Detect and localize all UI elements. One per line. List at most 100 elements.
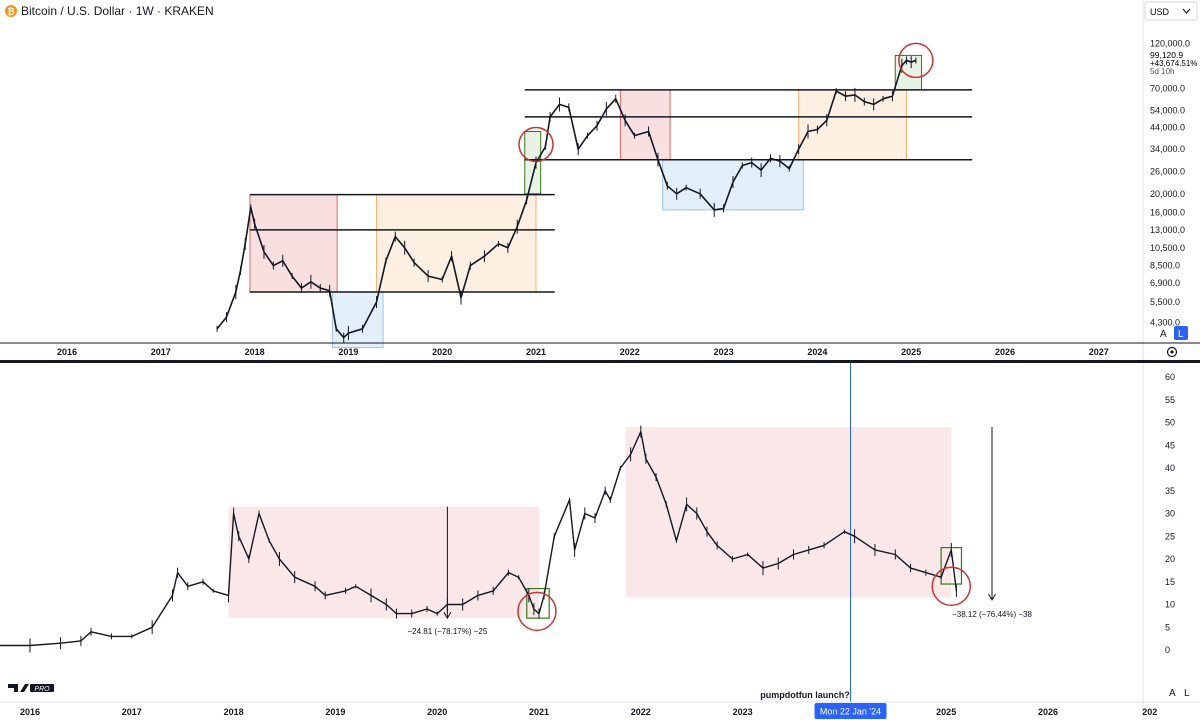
ratio-tick-label: 30	[1165, 509, 1175, 519]
price-line	[216, 59, 917, 339]
year-tick-label: 2020	[432, 347, 452, 357]
price-tick-label: 16,000.0	[1150, 207, 1185, 217]
year-tick-label: 2022	[620, 347, 640, 357]
year-tick-label-bottom: 2025	[936, 707, 956, 717]
year-tick-label-bottom: 2022	[631, 707, 651, 717]
year-tick-label: 2026	[995, 347, 1015, 357]
currency-label: USD	[1150, 7, 1170, 17]
svg-text:A: A	[1160, 329, 1167, 340]
price-tick-label: 5,500.0	[1150, 297, 1180, 307]
zone-orange-6[interactable]	[798, 89, 908, 161]
bitcoin-icon-glyph: ₿	[7, 7, 14, 17]
ratio-tick-label: 5	[1165, 622, 1170, 632]
zone-red-0[interactable]	[249, 194, 338, 293]
price-tick-label: 13,000.0	[1150, 225, 1185, 235]
year-tick-label: 2024	[807, 347, 827, 357]
year-tick-label-bottom: 2017	[122, 707, 142, 717]
price-readout: 99,120.9 +43,674.51% 5d 10h	[1150, 50, 1197, 76]
price-tick-label: 6,900.0	[1150, 278, 1180, 288]
ratio-zone-red-1[interactable]	[625, 427, 952, 598]
ratio-zone-red-0[interactable]	[228, 506, 539, 619]
price-tick-label: 120,000.0	[1150, 38, 1190, 48]
auto-scale-button-lower[interactable]: A	[1169, 688, 1176, 699]
ratio-tick-label: 20	[1165, 554, 1175, 564]
year-tick-label: 2027	[1089, 347, 1109, 357]
highlight-circle-top-1[interactable]	[898, 42, 934, 79]
pro-badge: PRO	[34, 686, 50, 693]
symbol-title: Bitcoin / U.S. Dollar · 1W · KRAKEN	[21, 4, 214, 18]
arrow-down-icon	[443, 611, 452, 620]
year-tick-label-bottom: 2016	[20, 707, 40, 717]
price-pane[interactable]	[216, 42, 973, 349]
time-axis-labels-top: 2016 2017 2018 2019 2020 2021 2022 2023 2024 2025…	[57, 347, 1109, 357]
highlight-circle-bottom-0[interactable]	[517, 591, 557, 632]
svg-text:L: L	[1184, 688, 1190, 699]
price-tick-label: 26,000.0	[1150, 167, 1185, 177]
chevron-down-icon	[1182, 8, 1191, 14]
year-tick-label: 2025	[901, 347, 921, 357]
svg-text:L: L	[1178, 329, 1184, 340]
ratio-tick-label: 0	[1165, 645, 1170, 655]
year-tick-label-bottom: 2021	[529, 707, 549, 717]
ratio-series	[0, 425, 958, 653]
year-tick-label: 2018	[245, 347, 265, 357]
highlight-circle-bottom-1[interactable]	[931, 566, 972, 607]
last-price: 99,120.9	[1150, 50, 1183, 60]
year-tick-label: 2019	[338, 347, 358, 357]
measure-label-left: −24.81 (−78.17%) −25	[407, 627, 487, 636]
bar-countdown: 5d 10h	[1150, 67, 1174, 76]
tradingview-logo: PRO	[8, 684, 54, 693]
ratio-tick-label: 35	[1165, 486, 1175, 496]
price-tick-label: 20,000.0	[1150, 189, 1185, 199]
crosshair-date-badge: Mon 22 Jan '24	[814, 703, 887, 719]
gear-icon[interactable]	[1166, 346, 1178, 358]
year-tick-label-bottom: 2026	[1038, 707, 1058, 717]
ratio-pane[interactable]	[0, 363, 996, 702]
svg-text:A: A	[1169, 688, 1176, 699]
year-tick-label-bottom: 2023	[733, 707, 753, 717]
year-tick-label-bottom: 2018	[224, 707, 244, 717]
price-tick-label: 34,000.0	[1150, 144, 1185, 154]
ratio-tick-label: 10	[1165, 600, 1175, 610]
measure-label-right: −38.12 (−76.44%) −38	[952, 610, 1032, 619]
year-tick-label: 2016	[57, 347, 77, 357]
ratio-zones	[228, 427, 963, 619]
highlight-circle-top-0[interactable]	[518, 126, 554, 163]
price-axis-labels: 120,000.0 70,000.0 54,000.0 44,000.0 34,000.…	[1150, 38, 1190, 327]
ratio-tick-label: 55	[1165, 395, 1175, 405]
price-tick-label: 54,000.0	[1150, 105, 1185, 115]
ratio-tick-label: 50	[1165, 418, 1175, 428]
log-scale-button[interactable]: L	[1174, 326, 1188, 340]
year-tick-label: 2023	[714, 347, 734, 357]
auto-scale-button[interactable]: A	[1160, 329, 1167, 340]
year-tick-label: 2017	[151, 347, 171, 357]
price-tick-label: 8,500.0	[1150, 261, 1180, 271]
measure-arrows	[443, 427, 996, 620]
year-tick-label: 2021	[526, 347, 546, 357]
year-tick-label-bottom: 202	[1142, 707, 1157, 717]
price-change: +43,674.51%	[1150, 59, 1197, 68]
price-levels	[249, 89, 973, 293]
crosshair-date: Mon 22 Jan '24	[820, 707, 881, 717]
symbol-header[interactable]: ₿ Bitcoin / U.S. Dollar · 1W · KRAKEN	[5, 4, 214, 18]
price-series	[216, 56, 917, 343]
zone-green-3[interactable]	[524, 131, 542, 195]
year-tick-label-bottom: 2020	[427, 707, 447, 717]
price-circles	[518, 42, 934, 163]
ratio-tick-label: 15	[1165, 577, 1175, 587]
pane-separator[interactable]	[0, 360, 1200, 363]
log-scale-button-lower[interactable]: L	[1184, 688, 1190, 699]
price-tick-label: 70,000.0	[1150, 84, 1185, 94]
ratio-zone-green-2[interactable]	[526, 587, 550, 619]
price-tick-label: 10,500.0	[1150, 243, 1185, 253]
ratio-tick-label: 45	[1165, 440, 1175, 450]
price-tick-label: 4,300.0	[1150, 318, 1180, 328]
arrow-down-icon	[988, 593, 996, 601]
ratio-tick-label: 60	[1165, 372, 1175, 382]
zone-blue-1[interactable]	[331, 291, 384, 349]
currency-selector[interactable]: USD	[1144, 1, 1198, 21]
note-label: pumpdotfun launch?	[760, 690, 849, 700]
ratio-tick-label: 40	[1165, 463, 1175, 473]
